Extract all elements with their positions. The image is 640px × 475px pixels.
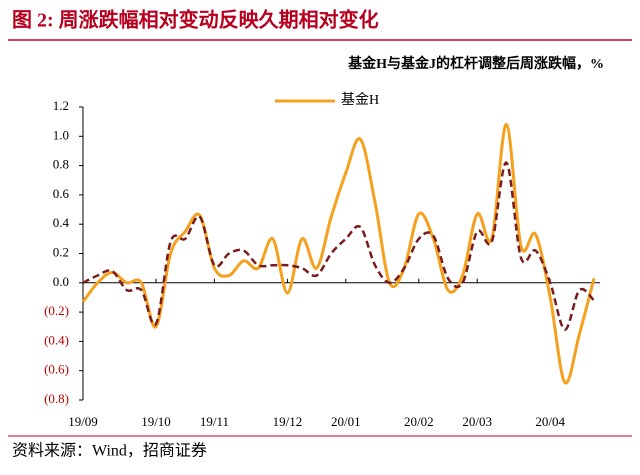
- y-tick-label: (0.8): [44, 391, 69, 406]
- series-line: [82, 161, 595, 331]
- x-tick-label: 19/11: [200, 414, 229, 429]
- source: 资料来源：Wind，招商证券: [12, 442, 207, 460]
- y-tick-label: 0.6: [53, 186, 70, 201]
- page-title: 图 2: 周涨跌幅相对变动反映久期相对变化: [12, 8, 379, 32]
- x-tick-label: 20/02: [404, 414, 434, 429]
- y-tick-label: 0.2: [53, 244, 69, 259]
- series-line: [81, 123, 596, 385]
- y-tick-label: (0.4): [44, 332, 69, 347]
- x-tick-label: 20/01: [331, 414, 361, 429]
- x-tick-label: 20/04: [535, 414, 565, 429]
- y-tick-label: 0.8: [53, 157, 69, 172]
- y-tick-label: (0.2): [44, 303, 69, 318]
- y-tick-label: 0.4: [53, 215, 70, 230]
- x-tick-label: 19/10: [141, 414, 171, 429]
- x-tick-label: 20/03: [462, 414, 492, 429]
- x-tick-label: 19/12: [273, 414, 303, 429]
- x-tick-label: 19/09: [68, 414, 98, 429]
- y-tick-label: (0.6): [44, 362, 69, 377]
- y-tick-label: 1.2: [53, 98, 69, 113]
- y-tick-label: 1.0: [53, 127, 69, 142]
- legend-label: 基金H: [341, 91, 379, 108]
- chart-title: 基金H与基金J的杠杆调整后周涨跌幅，%: [348, 55, 604, 72]
- y-tick-label: 0.0: [53, 274, 69, 289]
